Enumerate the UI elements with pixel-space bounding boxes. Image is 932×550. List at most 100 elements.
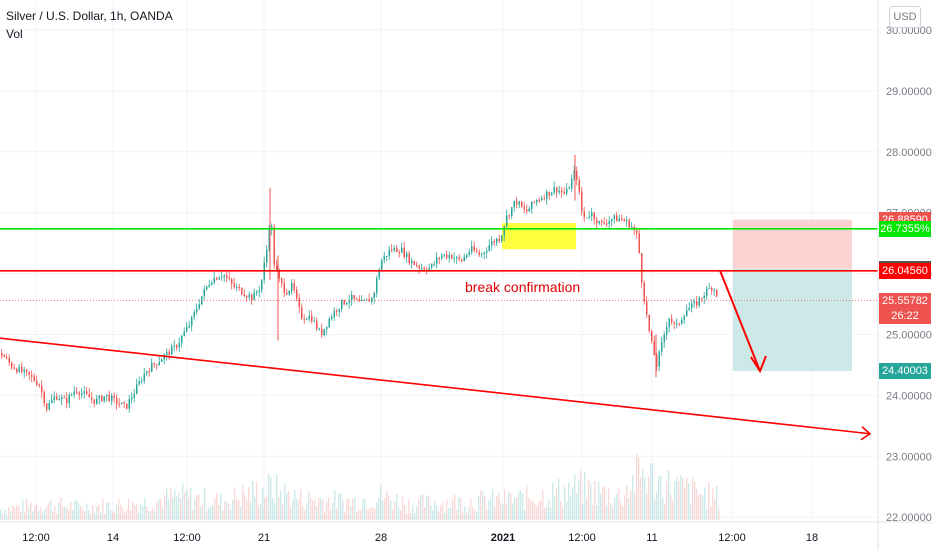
candle-body <box>311 315 313 322</box>
candle-body <box>123 402 125 404</box>
candle-body <box>83 391 85 394</box>
candle-body <box>573 171 575 179</box>
candle-body <box>696 301 698 306</box>
volume-bar <box>616 494 618 520</box>
candle-body <box>468 251 470 256</box>
volume-bar <box>710 507 712 520</box>
volume-bar <box>552 482 554 520</box>
candle-body <box>591 212 593 217</box>
volume-bar <box>450 507 452 520</box>
y-tick-label: 28.00000 <box>886 147 932 159</box>
volume-bar <box>546 506 548 520</box>
currency-button[interactable]: USD <box>889 6 921 28</box>
candle-body <box>151 363 153 372</box>
candle-body <box>106 394 108 397</box>
candle-body <box>451 255 453 259</box>
candle-body <box>666 327 668 335</box>
volume-bar <box>466 512 468 520</box>
candle-body <box>326 326 328 329</box>
volume-bar <box>300 489 302 520</box>
volume-bar <box>298 499 300 520</box>
volume-bar <box>294 489 296 520</box>
volume-bar <box>332 502 334 520</box>
candle-body <box>81 393 83 395</box>
volume-bar <box>376 502 378 520</box>
volume-bar <box>150 510 152 520</box>
volume-bar <box>516 497 518 520</box>
volume-bar <box>526 484 528 520</box>
volume-bar <box>642 469 644 520</box>
volume-bar <box>490 498 492 520</box>
candle-body <box>26 369 28 372</box>
volume-bar <box>264 498 266 520</box>
candle-body <box>91 397 93 400</box>
volume-bar <box>662 497 664 520</box>
volume-bar <box>388 495 390 520</box>
volume-bar <box>16 504 18 520</box>
candle-body <box>38 384 40 386</box>
volume-bar <box>306 503 308 520</box>
volume-bar <box>182 483 184 520</box>
volume-bar <box>114 512 116 520</box>
volume-bar <box>418 498 420 520</box>
price-tag: 26.7355% <box>879 220 931 237</box>
candle-body <box>398 252 400 254</box>
candle-body <box>583 211 585 218</box>
candle-body <box>481 253 483 255</box>
volume-bar <box>152 508 154 520</box>
candle-body <box>366 298 368 300</box>
volume-bar <box>222 510 224 520</box>
volume-bar <box>2 514 4 520</box>
volume-bar <box>216 493 218 520</box>
candle-body <box>196 308 198 312</box>
volume-bar <box>372 508 374 520</box>
candle-body <box>236 286 238 288</box>
volume-bar <box>440 505 442 520</box>
volume-bar <box>558 478 560 520</box>
volume-indicator-label[interactable]: Vol <box>6 27 23 41</box>
candle-body <box>593 212 595 220</box>
volume-bar <box>578 480 580 520</box>
volume-bar <box>292 499 294 520</box>
volume-bar <box>598 481 600 520</box>
candle-body <box>331 316 333 319</box>
volume-bar <box>442 502 444 520</box>
candle-body <box>713 289 715 291</box>
volume-bar <box>232 499 234 520</box>
candle-body <box>413 260 415 265</box>
volume-bar <box>288 491 290 520</box>
candle-body <box>621 218 623 220</box>
candle-body <box>433 263 435 265</box>
candle-body <box>681 319 683 324</box>
candle-body <box>266 249 268 263</box>
volume-bar <box>654 499 656 520</box>
candle-body <box>501 235 503 241</box>
candle-body <box>8 358 10 363</box>
volume-bar <box>652 464 654 520</box>
candle-body <box>11 362 13 368</box>
volume-bar <box>638 457 640 520</box>
price-tag: 25.55782 <box>879 292 931 309</box>
candle-body <box>176 345 178 348</box>
candle-body <box>623 219 625 222</box>
candle-body <box>526 209 528 212</box>
candle-body <box>231 279 233 284</box>
candle-body <box>348 300 350 303</box>
volume-bar <box>110 510 112 520</box>
down-arrow <box>719 270 761 372</box>
volume-bar <box>386 490 388 520</box>
volume-bar <box>640 477 642 520</box>
volume-bar <box>496 495 498 520</box>
chart-title: Silver / U.S. Dollar, 1h, OANDA <box>6 9 173 23</box>
candle-body <box>661 341 663 352</box>
volume-bar <box>84 511 86 520</box>
volume-bar <box>88 510 90 520</box>
candle-body <box>516 200 518 205</box>
x-tick-label: 12:00 <box>568 532 596 544</box>
volume-bar <box>42 512 44 520</box>
candle-body <box>216 277 218 280</box>
candle-body <box>23 369 25 372</box>
candle-body <box>408 253 410 264</box>
volume-bar <box>160 498 162 520</box>
